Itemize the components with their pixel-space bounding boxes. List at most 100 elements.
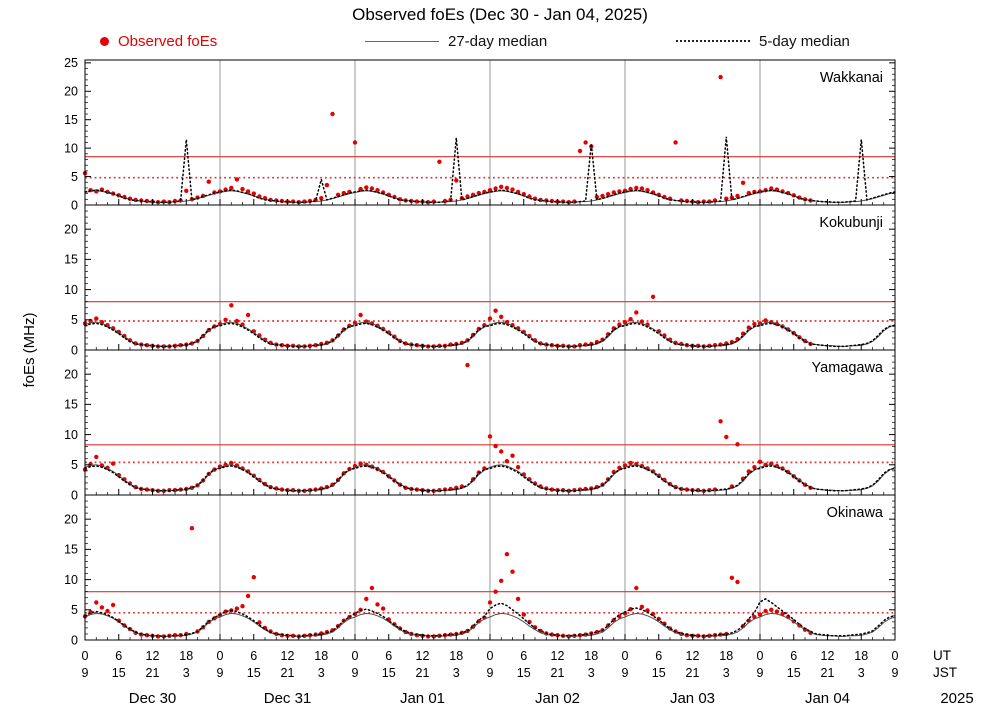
date-label: Jan 03 bbox=[670, 690, 715, 707]
observed-point bbox=[189, 526, 195, 531]
date-label: Jan 04 bbox=[805, 690, 850, 707]
observed-point bbox=[245, 189, 251, 194]
observed-point bbox=[763, 318, 768, 323]
y-tick-label: 5 bbox=[71, 603, 78, 617]
jst-tick-label: 3 bbox=[183, 666, 190, 680]
legend-median27-label: 27-day median bbox=[448, 32, 548, 50]
observed-point bbox=[364, 185, 369, 190]
ut-tick-label: 0 bbox=[892, 649, 899, 663]
ut-tick-label: 6 bbox=[115, 649, 122, 663]
observed-point bbox=[229, 185, 234, 191]
jst-tick-label: 9 bbox=[487, 666, 494, 680]
observed-point bbox=[622, 320, 628, 325]
observed-point bbox=[324, 182, 330, 188]
observed-point bbox=[330, 111, 335, 117]
ut-tick-label: 6 bbox=[250, 649, 257, 663]
observed-point bbox=[386, 617, 391, 622]
y-tick-label: 10 bbox=[64, 141, 78, 155]
observed-point bbox=[774, 609, 780, 614]
jst-tick-label: 21 bbox=[146, 666, 160, 680]
observed-point bbox=[234, 606, 240, 611]
observed-point bbox=[504, 552, 510, 557]
station-label: Wakkanai bbox=[820, 70, 883, 86]
observed-point bbox=[99, 605, 105, 610]
y-ticks: 0 5 10 15 20 bbox=[64, 355, 895, 502]
observed-point bbox=[577, 487, 583, 492]
observed-point bbox=[251, 575, 256, 580]
y-tick-label: 10 bbox=[64, 283, 78, 297]
observed-point bbox=[206, 179, 211, 184]
observed-point bbox=[352, 140, 358, 145]
observed-point bbox=[341, 190, 346, 196]
ut-tick-label: 6 bbox=[385, 649, 392, 663]
ut-tick-label: 0 bbox=[82, 649, 89, 663]
y-tick-label: 0 bbox=[71, 343, 78, 357]
ut-tick-label: 18 bbox=[854, 649, 868, 663]
jst-tick-label: 21 bbox=[416, 666, 430, 680]
date-label: Dec 31 bbox=[264, 690, 312, 707]
observed-point bbox=[454, 178, 459, 183]
observed-point bbox=[724, 196, 729, 201]
observed-dot-icon bbox=[100, 36, 109, 46]
observed-point bbox=[510, 187, 515, 192]
observed-point bbox=[735, 442, 740, 447]
observed-point bbox=[245, 312, 251, 318]
observed-point bbox=[245, 593, 251, 599]
observed-point bbox=[634, 585, 639, 591]
year-label: 2025 bbox=[940, 690, 973, 707]
y-tick-label: 15 bbox=[64, 253, 78, 267]
observed-point bbox=[752, 321, 757, 327]
observed-point bbox=[319, 196, 324, 201]
observed-point bbox=[718, 419, 723, 424]
y-ticks: 0 5 10 15 20 bbox=[64, 210, 895, 357]
station-label: Kokubunji bbox=[819, 215, 883, 231]
observed-point bbox=[634, 185, 639, 191]
observed-point bbox=[94, 316, 99, 321]
jst-tick-label: 3 bbox=[318, 666, 325, 680]
y-tick-label: 20 bbox=[64, 85, 78, 99]
observed-point bbox=[437, 159, 442, 164]
observed-point bbox=[515, 596, 521, 602]
observed-point bbox=[487, 600, 493, 605]
observed-series bbox=[82, 362, 813, 493]
jst-tick-label: 15 bbox=[382, 666, 396, 680]
observed-point bbox=[94, 454, 99, 460]
jst-tick-label: 15 bbox=[652, 666, 666, 680]
jst-tick-label: 9 bbox=[757, 666, 764, 680]
observed-point bbox=[634, 310, 639, 315]
observed-series bbox=[82, 74, 813, 205]
observed-point bbox=[110, 461, 116, 466]
jst-tick-label: 21 bbox=[686, 666, 700, 680]
median27-line bbox=[84, 190, 896, 203]
observed-point bbox=[465, 362, 470, 368]
y-tick-label: 15 bbox=[64, 398, 78, 412]
jst-tick-label: 21 bbox=[281, 666, 295, 680]
observed-point bbox=[234, 318, 240, 324]
observed-point bbox=[493, 186, 498, 191]
y-tick-label: 15 bbox=[64, 113, 78, 127]
observed-point bbox=[740, 180, 746, 185]
observed-point bbox=[229, 460, 234, 466]
observed-point bbox=[735, 193, 740, 199]
observed-point bbox=[493, 589, 498, 594]
observed-point bbox=[521, 472, 526, 477]
ut-tick-label: 0 bbox=[757, 649, 764, 663]
observed-point bbox=[752, 465, 757, 470]
observed-point bbox=[240, 604, 245, 609]
jst-tick-label: 3 bbox=[588, 666, 595, 680]
observed-point bbox=[735, 579, 740, 585]
median27-line bbox=[84, 612, 896, 637]
ut-tick-label: 18 bbox=[314, 649, 328, 663]
observed-point bbox=[510, 569, 515, 574]
y-tick-label: 0 bbox=[71, 198, 78, 212]
ut-tick-label: 0 bbox=[217, 649, 224, 663]
observed-point bbox=[375, 188, 380, 193]
observed-point bbox=[594, 194, 600, 200]
observed-point bbox=[499, 314, 504, 319]
observed-point bbox=[110, 602, 116, 608]
median27-line bbox=[84, 464, 896, 492]
observed-point bbox=[673, 140, 678, 145]
jst-tick-label: 9 bbox=[892, 666, 899, 680]
observed-point bbox=[639, 604, 645, 609]
